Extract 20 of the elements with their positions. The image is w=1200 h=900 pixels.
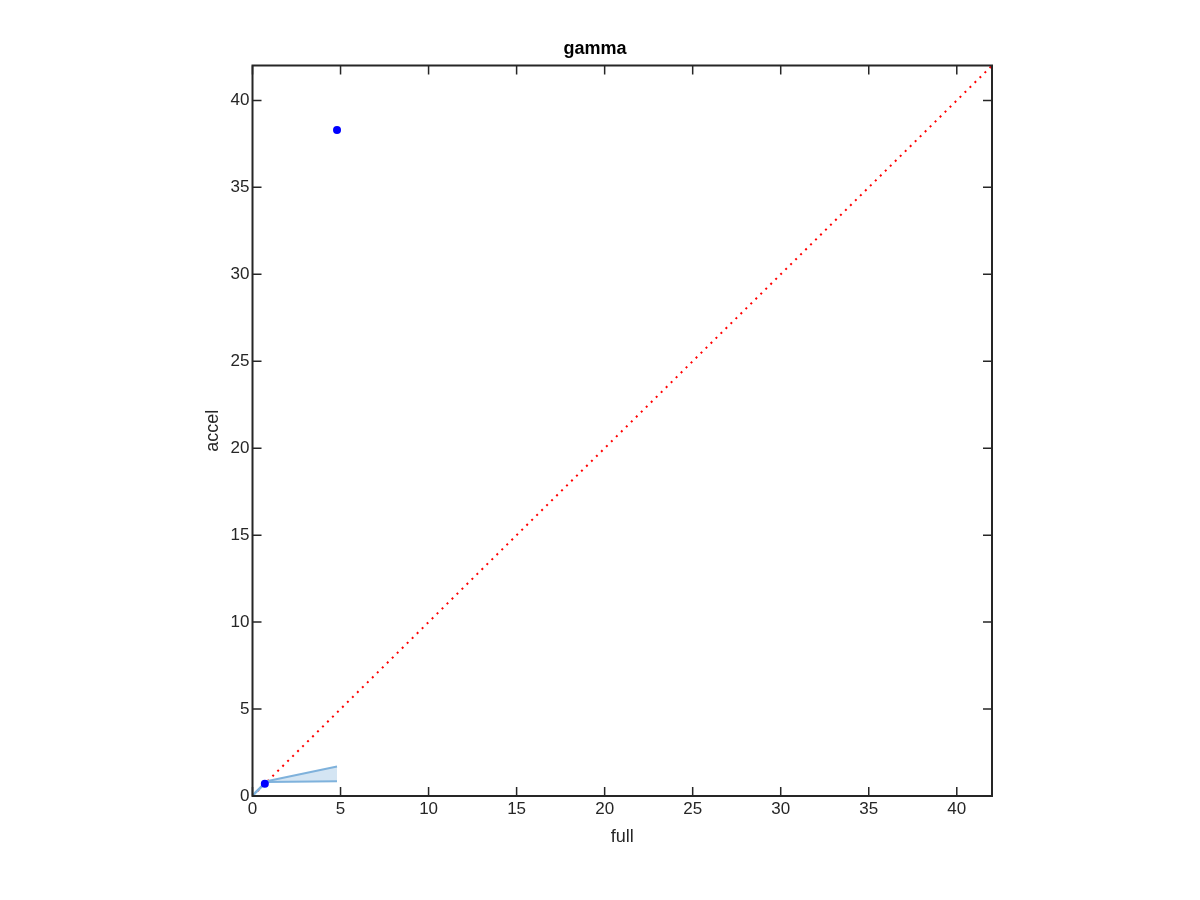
- x-tick-label: 40: [947, 798, 967, 818]
- x-tick-label: 5: [335, 798, 346, 818]
- x-tick-label: 30: [771, 798, 791, 818]
- x-tick-label: 20: [595, 798, 615, 818]
- y-tick-label: 35: [230, 177, 250, 197]
- y-tick-label: 30: [230, 263, 250, 283]
- y-tick-label: 15: [230, 524, 250, 544]
- x-tick-label: 25: [683, 798, 703, 818]
- x-tick-label: 15: [507, 798, 527, 818]
- y-tick-label: 20: [230, 437, 250, 457]
- x-tick-label: 35: [859, 798, 879, 818]
- x-axis-title: full: [610, 826, 634, 847]
- y-tick-label: 25: [230, 350, 250, 370]
- chart-title: gamma: [563, 37, 628, 58]
- y-tick-label: 40: [230, 90, 250, 110]
- y-tick-label: 5: [240, 698, 250, 718]
- y-axis-title: accel: [201, 409, 222, 452]
- x-tick-label: 10: [419, 798, 439, 818]
- y-tick-label: 10: [230, 611, 250, 631]
- y-tick-label: 0: [240, 785, 250, 805]
